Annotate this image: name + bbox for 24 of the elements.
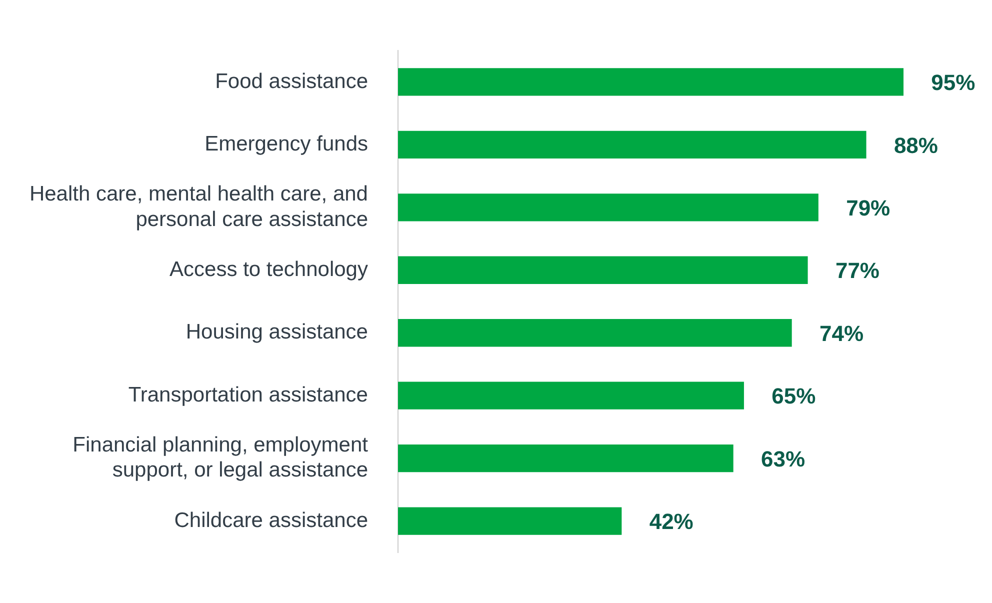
data-label: 79% [846,195,890,220]
bar [398,507,622,535]
bar [398,382,744,410]
data-label: 77% [835,258,880,284]
y-tick-label: Childcare assistance [174,508,368,532]
y-tick-label: Health care, mental health care, and personal care assistance [29,182,368,231]
y-tick-label: Transportation assistance [128,383,368,406]
bar [398,256,808,284]
y-tick-label: Housing assistance [186,320,368,344]
data-label: 88% [894,132,938,158]
data-label: 65% [772,384,816,409]
data-label: 95% [931,70,976,96]
bar [398,319,792,347]
bar [398,130,866,159]
y-tick-label: Food assistance [215,70,368,93]
y-tick-label: Emergency funds [204,132,368,156]
bar [398,68,904,96]
data-label: 63% [761,446,806,472]
data-label: 74% [820,320,864,346]
y-tick-label: Financial planning, employment support, or legal assistance [72,434,368,482]
data-label: 42% [649,509,694,534]
bar [398,444,734,472]
bar [398,194,818,222]
y-tick-label: Access to technology [170,258,368,281]
